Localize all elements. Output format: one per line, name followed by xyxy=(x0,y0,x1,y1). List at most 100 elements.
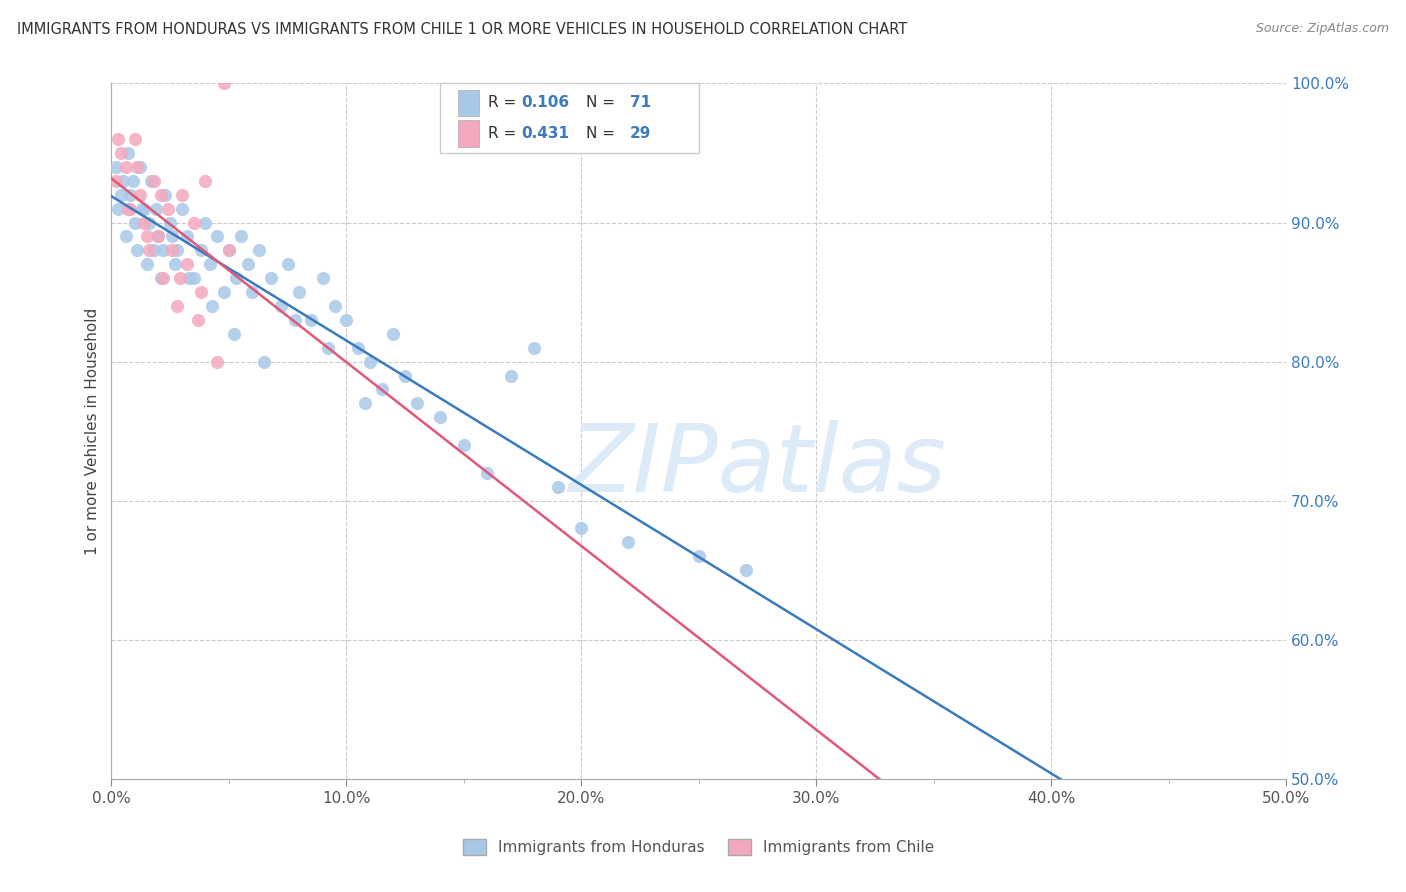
Point xyxy=(152,271,174,285)
Point xyxy=(141,174,163,188)
Point xyxy=(170,202,193,216)
Point xyxy=(120,187,142,202)
Point xyxy=(107,202,129,216)
Legend: Immigrants from Honduras, Immigrants from Chile: Immigrants from Honduras, Immigrants fro… xyxy=(457,833,941,862)
Point xyxy=(359,354,381,368)
Point xyxy=(124,215,146,229)
Point xyxy=(114,160,136,174)
Point xyxy=(183,215,205,229)
Point xyxy=(128,160,150,174)
Point xyxy=(499,368,522,383)
Point xyxy=(112,174,135,188)
Point xyxy=(155,187,177,202)
Point xyxy=(152,244,174,258)
Point xyxy=(253,354,276,368)
Point xyxy=(176,257,198,271)
Point xyxy=(159,215,181,229)
Text: IMMIGRANTS FROM HONDURAS VS IMMIGRANTS FROM CHILE 1 OR MORE VEHICLES IN HOUSEHOL: IMMIGRANTS FROM HONDURAS VS IMMIGRANTS F… xyxy=(17,22,907,37)
Point xyxy=(156,202,179,216)
Point xyxy=(405,396,427,410)
Point xyxy=(149,271,172,285)
Point xyxy=(247,244,270,258)
Point xyxy=(370,383,392,397)
Point xyxy=(166,299,188,313)
Point xyxy=(547,480,569,494)
Point xyxy=(222,326,245,341)
Point xyxy=(145,202,167,216)
Point xyxy=(240,285,263,299)
Point xyxy=(394,368,416,383)
Point xyxy=(260,271,283,285)
Point xyxy=(316,341,339,355)
Point xyxy=(105,160,128,174)
Point xyxy=(288,285,311,299)
Point xyxy=(429,410,451,425)
Point xyxy=(477,466,499,480)
Point xyxy=(201,299,224,313)
Point xyxy=(270,299,292,313)
Point xyxy=(135,229,157,244)
Text: Source: ZipAtlas.com: Source: ZipAtlas.com xyxy=(1256,22,1389,36)
Point xyxy=(354,396,377,410)
Text: N =: N = xyxy=(586,126,620,141)
Point xyxy=(299,313,322,327)
Point xyxy=(107,132,129,146)
Point xyxy=(163,257,186,271)
Point xyxy=(218,244,240,258)
Point xyxy=(110,187,132,202)
Point xyxy=(229,229,252,244)
Point xyxy=(131,202,153,216)
Point xyxy=(382,326,405,341)
Point xyxy=(105,174,128,188)
Point xyxy=(127,244,149,258)
Point xyxy=(453,438,475,452)
Point xyxy=(190,285,212,299)
Point xyxy=(734,563,756,577)
Point xyxy=(187,313,209,327)
Point xyxy=(127,160,149,174)
Point xyxy=(134,202,156,216)
Text: 71: 71 xyxy=(630,95,651,111)
Point xyxy=(142,174,165,188)
Point xyxy=(166,244,188,258)
Text: 0.106: 0.106 xyxy=(522,95,569,111)
Text: ZIPatlas: ZIPatlas xyxy=(568,420,946,511)
Point xyxy=(225,271,247,285)
Point xyxy=(323,299,346,313)
Point xyxy=(148,229,170,244)
Point xyxy=(176,229,198,244)
Point xyxy=(347,341,370,355)
Text: 0.431: 0.431 xyxy=(522,126,569,141)
Point xyxy=(236,257,259,271)
Point xyxy=(205,354,228,368)
Point xyxy=(312,271,335,285)
Point xyxy=(110,146,132,161)
Point xyxy=(162,244,184,258)
Point xyxy=(121,174,143,188)
Point xyxy=(190,244,212,258)
Point xyxy=(569,521,592,535)
Text: R =: R = xyxy=(488,95,522,111)
Point xyxy=(120,202,142,216)
Point xyxy=(114,229,136,244)
Point xyxy=(335,313,357,327)
Point xyxy=(617,535,640,549)
Point xyxy=(212,285,235,299)
Point xyxy=(205,229,228,244)
Point xyxy=(149,187,172,202)
Point xyxy=(194,174,217,188)
Point xyxy=(284,313,307,327)
Point xyxy=(183,271,205,285)
Point xyxy=(277,257,299,271)
Point xyxy=(124,132,146,146)
Point xyxy=(170,187,193,202)
Y-axis label: 1 or more Vehicles in Household: 1 or more Vehicles in Household xyxy=(86,308,100,555)
Text: N =: N = xyxy=(586,95,620,111)
Point xyxy=(142,244,165,258)
Point xyxy=(138,215,160,229)
Point xyxy=(194,215,217,229)
Point xyxy=(148,229,170,244)
Point xyxy=(212,77,235,91)
Point xyxy=(169,271,191,285)
Point xyxy=(138,244,160,258)
